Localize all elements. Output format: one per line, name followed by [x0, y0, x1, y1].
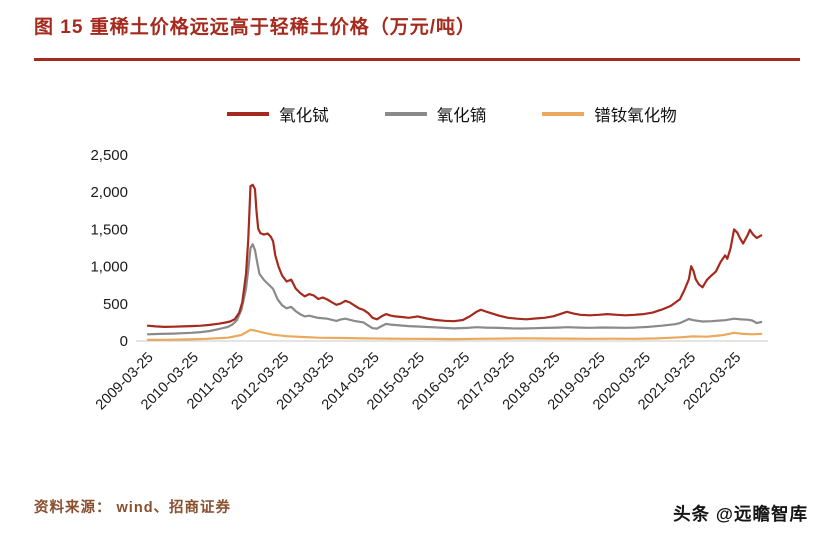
series-line-praseodymium-neodymium-oxide	[146, 328, 763, 341]
legend-swatch-terbium-oxide	[227, 112, 270, 116]
y-tick-label: 0	[120, 333, 128, 350]
y-tick-label: 2,500	[90, 147, 128, 164]
x-axis-labels: 2009-03-252010-03-252011-03-252012-03-25…	[93, 350, 744, 414]
y-axis-labels: 0 500 1,000 1,500 2,000 2,500	[90, 147, 128, 350]
title-divider	[34, 58, 800, 61]
figure-title: 图 15 重稀土价格远远高于轻稀土价格（万元/吨）	[34, 17, 476, 38]
y-tick-label: 500	[103, 296, 128, 313]
legend-label-praseodymium-neodymium-oxide: 镨钕氧化物	[594, 107, 677, 125]
series-line-terbium-oxide	[146, 183, 763, 328]
series-line-dysprosium-oxide	[146, 243, 763, 336]
legend-item-terbium-oxide: 氧化铽	[227, 102, 329, 126]
price-line-chart: 0 500 1,000 1,500 2,000 2,500 2009-03-252010-0…	[90, 147, 768, 414]
y-tick-label: 1,500	[90, 221, 128, 238]
legend-swatch-praseodymium-neodymium-oxide	[542, 112, 585, 116]
legend-swatch-dysprosium-oxide	[384, 112, 427, 116]
legend-label-terbium-oxide: 氧化铽	[279, 107, 329, 125]
data-source-note: 资料来源： wind、招商证券	[34, 500, 232, 516]
y-tick-label: 2,000	[90, 184, 128, 201]
legend-item-dysprosium-oxide: 氧化镝	[384, 102, 487, 126]
y-tick-label: 1,000	[90, 259, 128, 276]
chart-legend: 氧化铽 氧化镝 镨钕氧化物	[0, 102, 834, 126]
publisher-watermark: 头条 @远瞻智库	[673, 504, 808, 524]
legend-item-praseodymium-neodymium-oxide: 镨钕氧化物	[542, 102, 677, 126]
legend-label-dysprosium-oxide: 氧化镝	[436, 107, 487, 125]
